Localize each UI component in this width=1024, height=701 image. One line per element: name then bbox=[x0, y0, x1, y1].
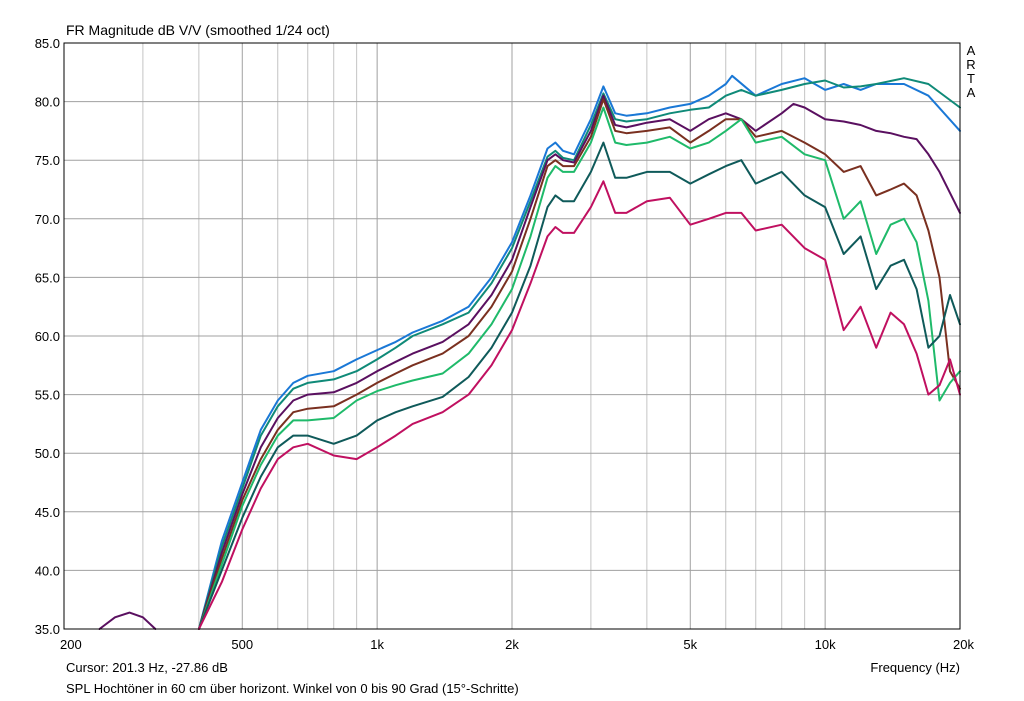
series-line bbox=[197, 74, 961, 630]
x-tick-label: 10k bbox=[815, 637, 836, 652]
series-line bbox=[98, 611, 157, 630]
series-line bbox=[197, 98, 961, 630]
x-tick-label: 200 bbox=[60, 637, 82, 652]
y-tick-label: 55.0 bbox=[35, 388, 60, 403]
x-tick-label: 5k bbox=[683, 637, 697, 652]
series-line bbox=[197, 94, 961, 630]
y-tick-label: 85.0 bbox=[35, 36, 60, 51]
brand-letter: R bbox=[966, 57, 976, 72]
series-lines bbox=[98, 74, 961, 630]
series-line bbox=[197, 180, 961, 630]
series-line bbox=[197, 77, 961, 630]
y-tick-label: 70.0 bbox=[35, 212, 60, 227]
x-tick-label: 2k bbox=[505, 637, 519, 652]
x-tick-label: 20k bbox=[953, 637, 974, 652]
brand-letter: A bbox=[966, 85, 976, 100]
y-tick-label: 80.0 bbox=[35, 95, 60, 110]
chart-title: FR Magnitude dB V/V (smoothed 1/24 oct) bbox=[66, 22, 330, 38]
series-line bbox=[197, 106, 961, 630]
cursor-readout: Cursor: 201.3 Hz, -27.86 dB bbox=[66, 660, 228, 675]
x-tick-labels: 200 500 1k 2k 5k 10k 20k bbox=[60, 637, 974, 652]
plot-frame bbox=[63, 42, 961, 630]
series-line bbox=[197, 141, 961, 630]
y-tick-label: 50.0 bbox=[35, 446, 60, 461]
y-tick-labels: 85.0 80.0 75.0 70.0 65.0 60.0 55.0 50.0 45.0 40.0… bbox=[35, 36, 60, 637]
y-tick-label: 40.0 bbox=[35, 563, 60, 578]
x-tick-label: 1k bbox=[370, 637, 384, 652]
y-tick-label: 45.0 bbox=[35, 505, 60, 520]
x-tick-label: 500 bbox=[231, 637, 253, 652]
brand-letter: T bbox=[967, 71, 975, 86]
brand-letter: A bbox=[966, 43, 976, 58]
y-tick-label: 35.0 bbox=[35, 622, 60, 637]
y-tick-label: 65.0 bbox=[35, 270, 60, 285]
y-tick-label: 75.0 bbox=[35, 153, 60, 168]
y-tick-label: 60.0 bbox=[35, 329, 60, 344]
x-axis-label: Frequency (Hz) bbox=[870, 660, 960, 675]
measurement-description: SPL Hochtöner in 60 cm über horizont. Wi… bbox=[66, 681, 519, 696]
